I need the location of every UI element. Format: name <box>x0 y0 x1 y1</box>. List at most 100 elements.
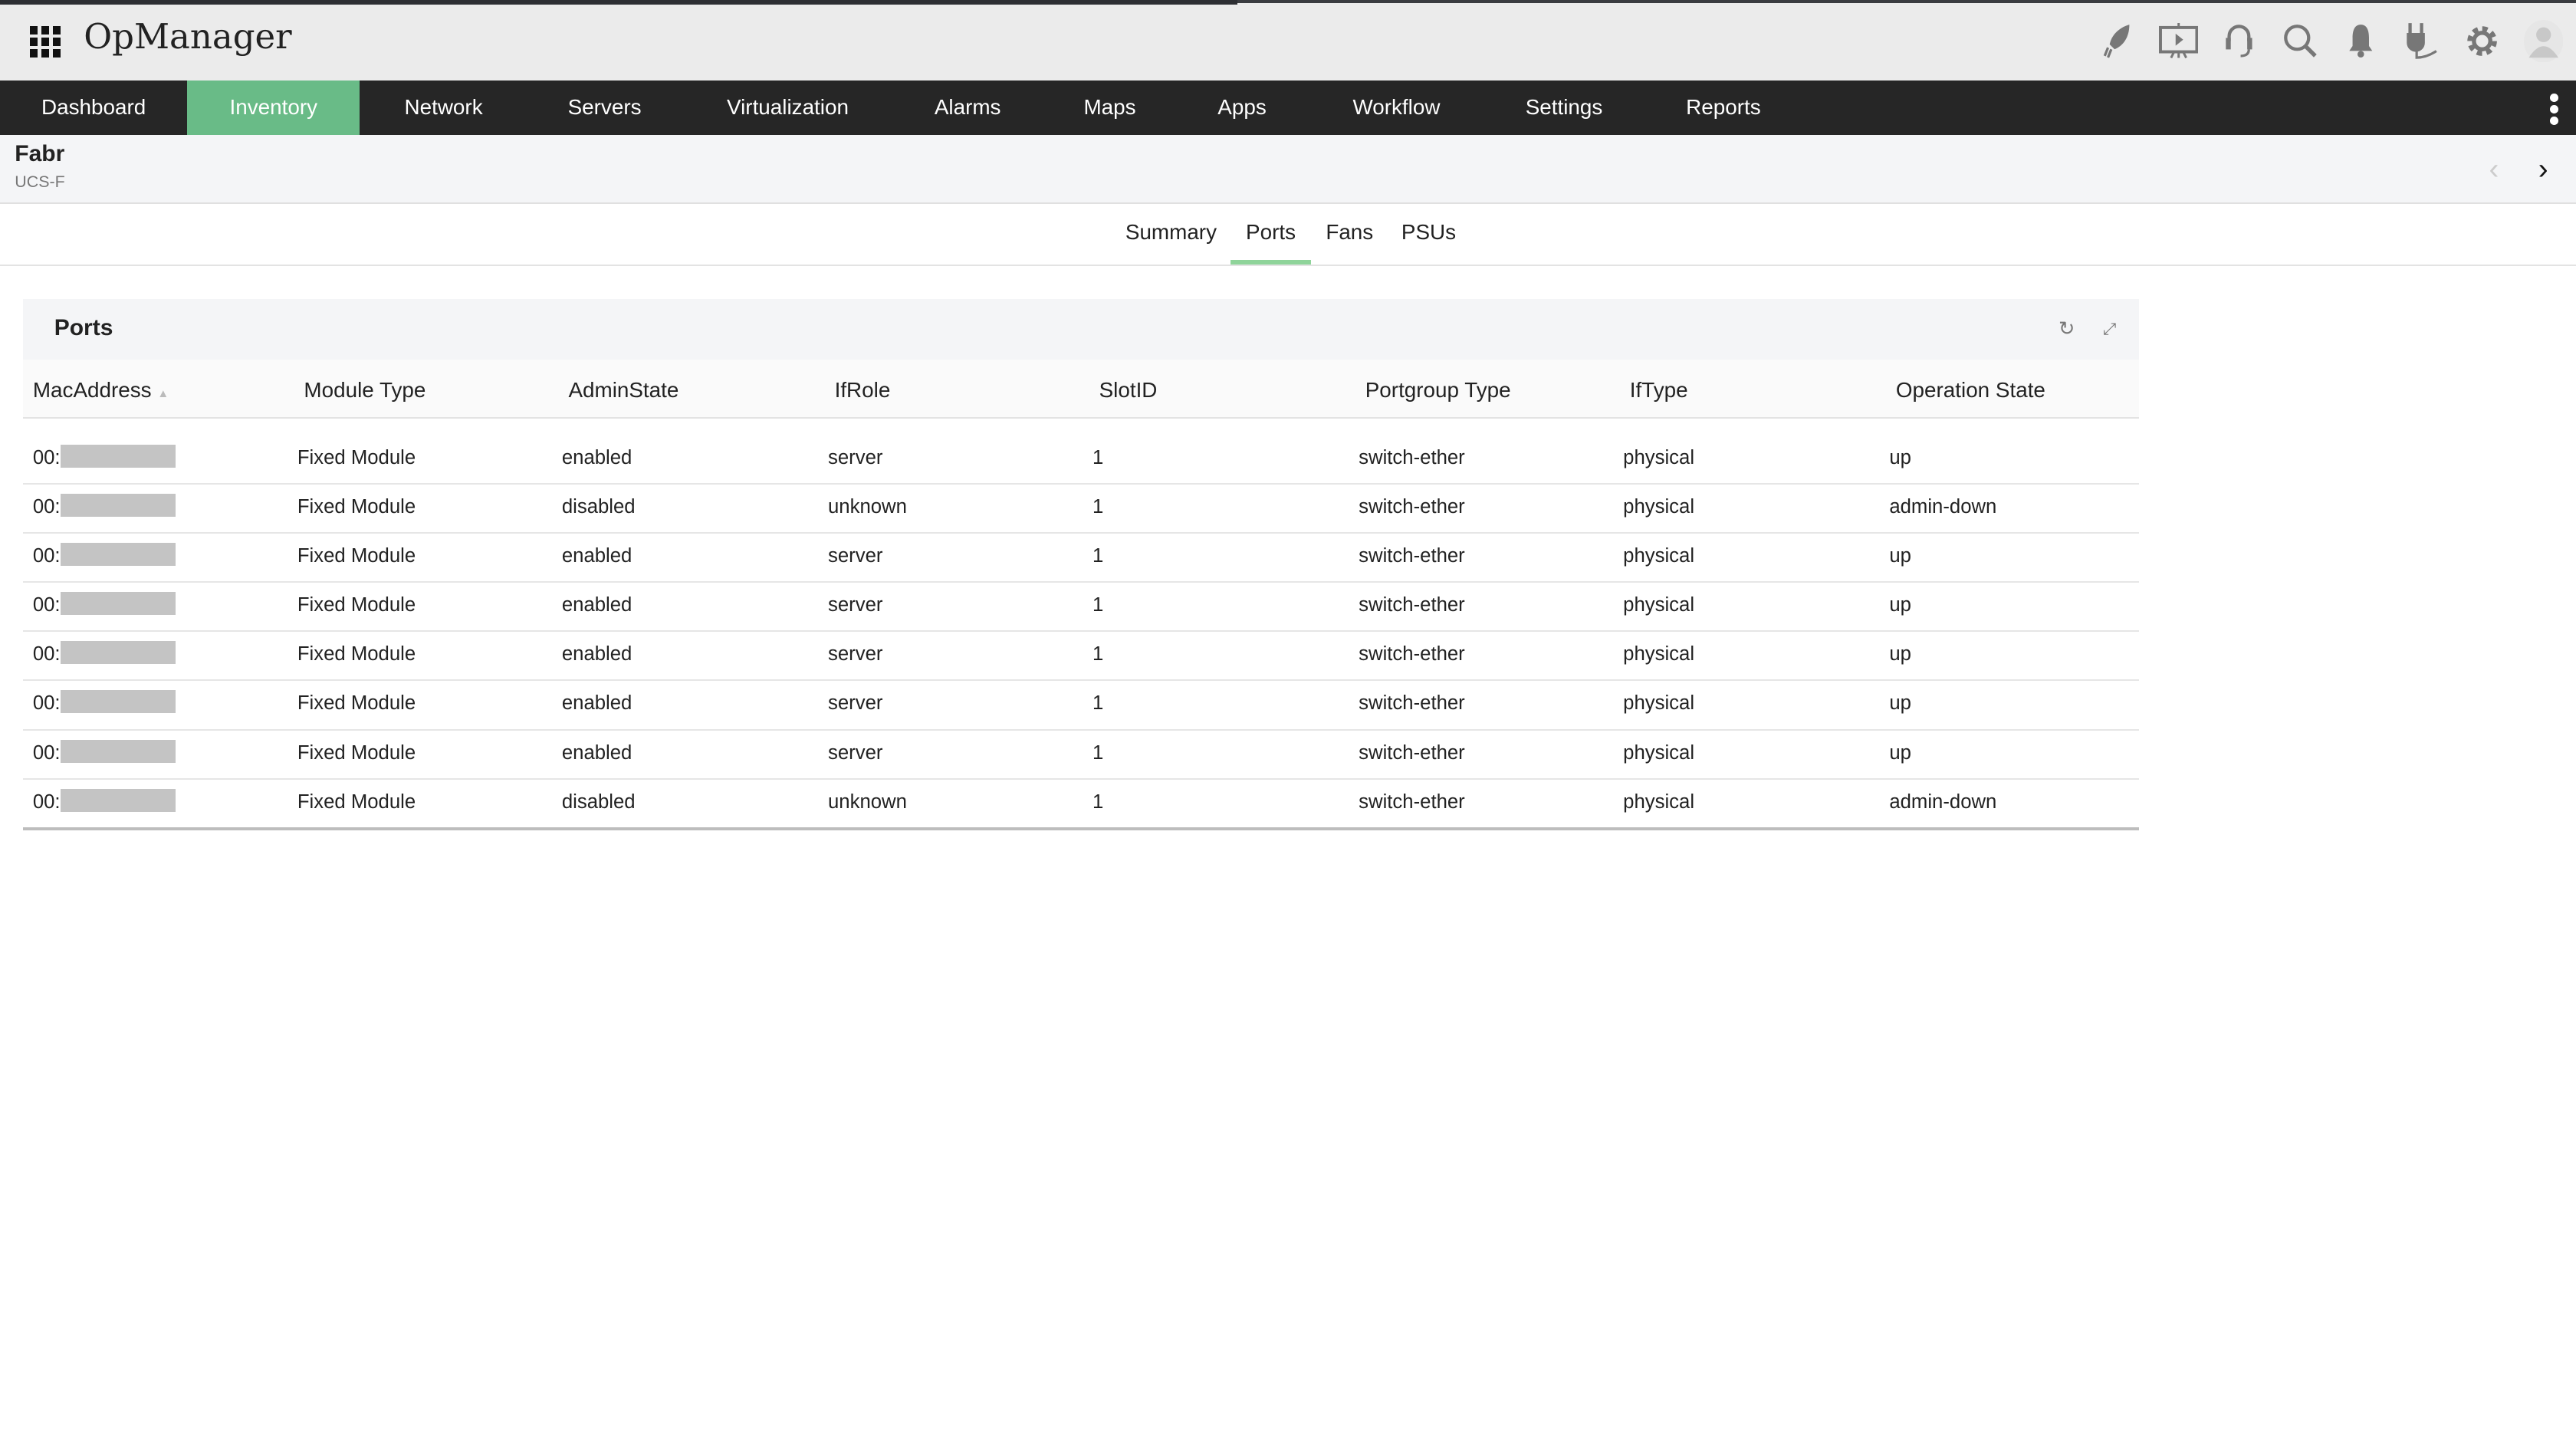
column-header[interactable]: Portgroup Type <box>1365 377 1511 402</box>
cell-if-type: physical <box>1623 692 1694 715</box>
column-header[interactable]: IfRole <box>834 377 891 402</box>
plug-icon[interactable] <box>2402 20 2441 63</box>
nav-inventory[interactable]: Inventory <box>187 81 360 135</box>
app-title: OpManager <box>84 16 292 58</box>
cell-if-type: physical <box>1623 496 1694 518</box>
tab-ports[interactable]: Ports <box>1230 220 1312 265</box>
column-header[interactable]: Module Type <box>304 377 426 402</box>
cell-text: switch-ether <box>1359 790 1465 813</box>
table-row[interactable]: 00: Fixed Module enabled server 1 switch-ethe… <box>23 435 2140 485</box>
table-row[interactable]: 00: Fixed Module enabled server 1 switch-ethe… <box>23 731 2140 780</box>
cell-mac-address: 00: <box>33 493 176 518</box>
cell-portgroup-type: switch-ether <box>1359 496 1465 518</box>
cell-operation-state: admin-down <box>1889 496 1996 518</box>
tab-summary[interactable]: Summary <box>1125 220 1217 245</box>
cell-if-type: physical <box>1623 594 1694 616</box>
more-menu-icon[interactable] <box>2549 94 2560 125</box>
cell-text: server <box>828 692 883 715</box>
nav-network[interactable]: Network <box>404 95 483 119</box>
table-row[interactable]: 00: Fixed Module enabled server 1 switch-ethe… <box>23 632 2140 682</box>
device-type: UCS-F <box>15 172 65 191</box>
cell-text: 1 <box>1092 495 1104 518</box>
top-bar: OpManager <box>0 0 2576 81</box>
cell-module-type: Fixed Module <box>297 594 416 616</box>
column-header[interactable]: IfType <box>1629 377 1688 402</box>
nav-settings[interactable]: Settings <box>1525 95 1603 119</box>
cell-operation-state: up <box>1889 643 1911 666</box>
table-body: 00: Fixed Module enabled server 1 switch-ethe… <box>23 419 2140 830</box>
cell-text: admin-down <box>1889 495 1997 518</box>
sort-icon[interactable]: ▲ <box>157 386 169 400</box>
table-row[interactable]: 00: Fixed Module enabled server 1 switch-ethe… <box>23 534 2140 583</box>
cell-text: enabled <box>561 741 632 764</box>
cell-text: physical <box>1623 594 1695 616</box>
column-header[interactable]: AdminState <box>568 377 679 402</box>
cell-text: up <box>1889 741 1911 764</box>
table-row[interactable]: 00: Fixed Module enabled server 1 switch-ethe… <box>23 681 2140 731</box>
ports-widget: Ports ↻ ⤢ MacAddress ▲ Module Type Admin… <box>23 299 2140 830</box>
next-arrow-icon[interactable]: › <box>2538 153 2548 186</box>
redacted-mask <box>60 542 176 566</box>
table-row[interactable]: 00: Fixed Module disabled unknown 1 switch-et… <box>23 780 2140 830</box>
refresh-icon[interactable]: ↻ <box>2058 317 2075 340</box>
nav-workflow[interactable]: Workflow <box>1352 95 1441 119</box>
cell-admin-state: enabled <box>562 447 632 469</box>
expand-icon[interactable]: ⤢ <box>2102 319 2117 338</box>
nav-apps[interactable]: Apps <box>1217 95 1267 119</box>
cell-text: up <box>1889 643 1911 666</box>
user-avatar-icon[interactable] <box>2523 19 2563 63</box>
cell-slot-id: 1 <box>1092 447 1103 469</box>
cell-text: up <box>1889 446 1911 468</box>
tab-psus[interactable]: PSUs <box>1401 220 1457 245</box>
cell-portgroup-type: switch-ether <box>1359 594 1465 616</box>
cell-if-type: physical <box>1623 545 1694 567</box>
cell-module-type: Fixed Module <box>297 545 416 567</box>
column-header[interactable]: SlotID <box>1099 377 1158 402</box>
cell-text: physical <box>1623 495 1695 518</box>
main-nav: Dashboard Inventory Network Servers Virt… <box>0 81 2576 135</box>
nav-maps[interactable]: Maps <box>1083 95 1136 119</box>
top-border <box>1237 0 2576 4</box>
table-row[interactable]: 00: Fixed Module disabled unknown 1 switch-et… <box>23 485 2140 534</box>
cell-text: switch-ether <box>1359 544 1465 567</box>
cell-text: 1 <box>1092 790 1104 813</box>
cell-operation-state: up <box>1889 545 1911 567</box>
redacted-mask <box>60 493 176 517</box>
search-icon[interactable] <box>2280 20 2319 63</box>
column-header[interactable]: MacAddress ▲ <box>32 377 169 402</box>
cell-module-type: Fixed Module <box>297 496 416 518</box>
cell-text: disabled <box>561 495 636 518</box>
cell-text: Fixed Module <box>297 643 416 666</box>
nav-dashboard[interactable]: Dashboard <box>41 95 146 119</box>
nav-virtualization[interactable]: Virtualization <box>727 95 849 119</box>
nav-servers[interactable]: Servers <box>567 95 642 119</box>
presentation-icon[interactable] <box>2158 20 2199 63</box>
cell-slot-id: 1 <box>1092 545 1103 567</box>
cell-operation-state: up <box>1889 742 1911 764</box>
tab-fans[interactable]: Fans <box>1326 220 1374 245</box>
cell-portgroup-type: switch-ether <box>1359 643 1465 666</box>
column-header[interactable]: Operation State <box>1895 377 2045 402</box>
cell-slot-id: 1 <box>1092 643 1103 666</box>
bell-icon[interactable] <box>2341 20 2380 63</box>
cell-operation-state: up <box>1889 594 1911 616</box>
cell-portgroup-type: switch-ether <box>1359 545 1465 567</box>
headset-icon[interactable] <box>2220 20 2259 63</box>
cell-text: 00: <box>32 446 61 468</box>
cell-slot-id: 1 <box>1092 692 1103 715</box>
cell-if-type: physical <box>1623 742 1694 764</box>
rocket-icon[interactable] <box>2098 20 2137 63</box>
cell-text: server <box>828 643 883 666</box>
cell-text: Fixed Module <box>297 692 416 715</box>
cell-if-type: physical <box>1623 791 1694 813</box>
cell-portgroup-type: switch-ether <box>1359 692 1465 715</box>
gear-icon[interactable] <box>2463 20 2502 63</box>
nav-reports[interactable]: Reports <box>1686 95 1761 119</box>
app-grid-icon[interactable] <box>29 26 61 58</box>
cell-if-type: physical <box>1623 447 1694 469</box>
previous-arrow-icon[interactable]: ‹ <box>2489 153 2499 186</box>
cell-if-role: unknown <box>828 496 907 518</box>
cell-text: up <box>1889 692 1911 715</box>
table-row[interactable]: 00: Fixed Module enabled server 1 switch-ethe… <box>23 583 2140 633</box>
nav-alarms[interactable]: Alarms <box>934 95 1001 119</box>
